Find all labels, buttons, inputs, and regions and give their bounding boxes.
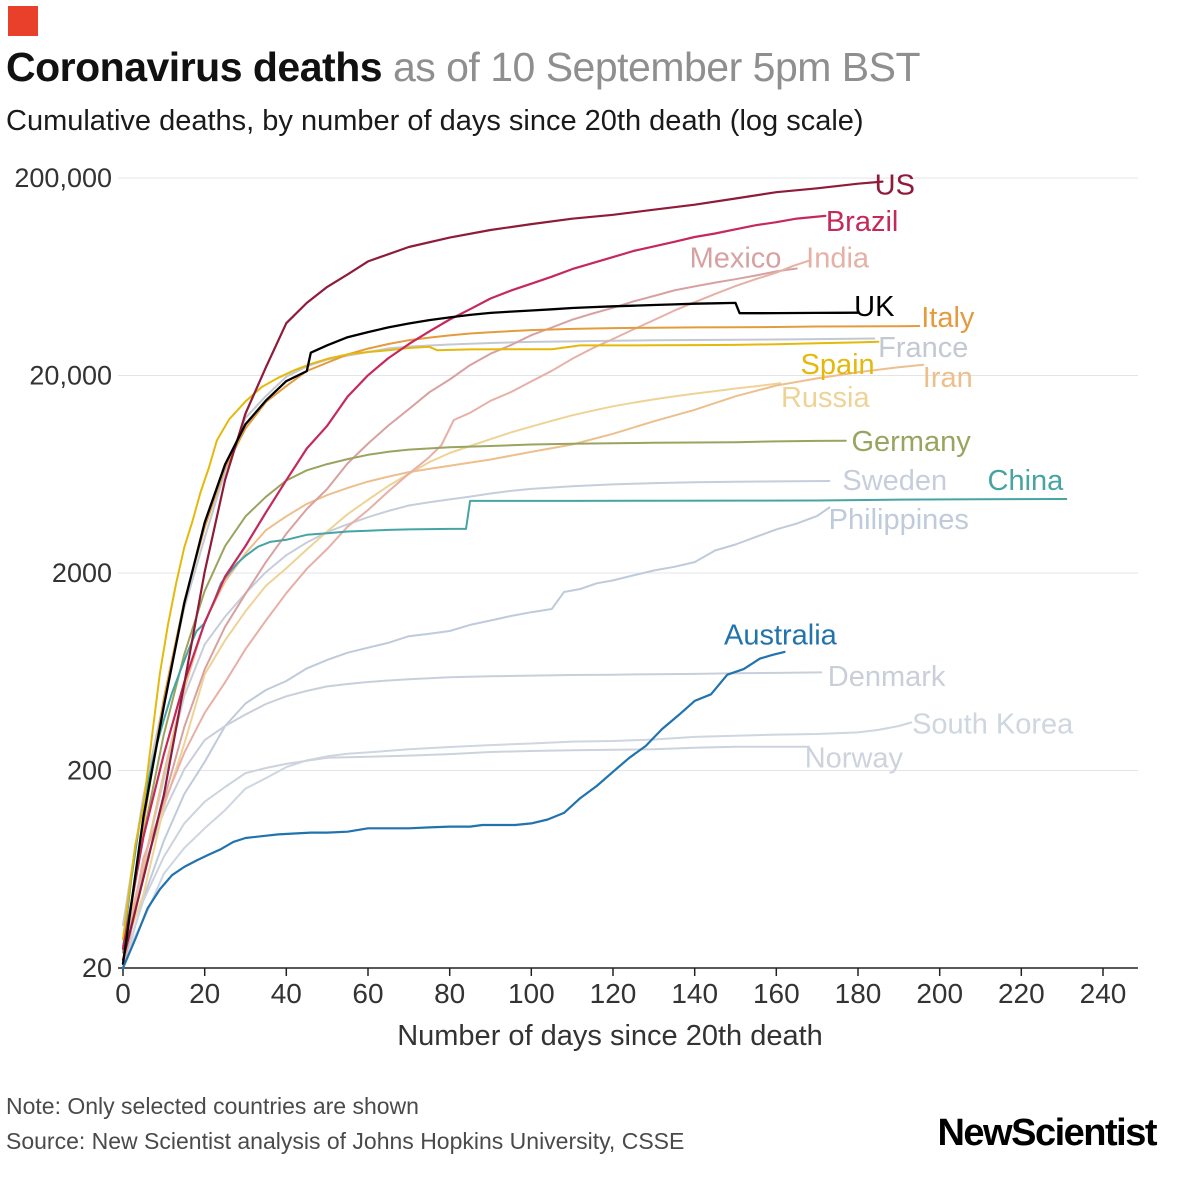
x-tick-label: 200 xyxy=(916,978,963,1009)
x-tick-label: 20 xyxy=(189,978,220,1009)
newscientist-logo: NewScientist xyxy=(937,1112,1157,1154)
title-date: as of 10 September 5pm BST xyxy=(382,44,921,90)
series-line-mexico xyxy=(122,267,798,969)
series-label-mexico: Mexico xyxy=(690,243,782,275)
y-tick-label: 200 xyxy=(67,756,112,786)
series-label-france: France xyxy=(878,332,968,364)
series-label-brazil: Brazil xyxy=(826,206,899,238)
series-line-denmark xyxy=(122,671,823,954)
series-label-australia: Australia xyxy=(724,620,838,652)
y-tick-label: 20,000 xyxy=(29,361,112,391)
y-tick-label: 20 xyxy=(82,953,112,983)
series-line-brazil xyxy=(121,214,827,951)
chart-subtitle: Cumulative deaths, by number of days sin… xyxy=(6,105,864,137)
x-tick-label: 140 xyxy=(671,978,718,1009)
series-line-india xyxy=(122,259,810,969)
series-label-denmark: Denmark xyxy=(828,661,946,693)
series-line-norway xyxy=(122,745,810,965)
footnote: Note: Only selected countries are shown xyxy=(6,1093,419,1119)
source-line: Source: New Scientist analysis of Johns … xyxy=(6,1128,685,1154)
x-tick-label: 40 xyxy=(271,978,302,1009)
x-axis-title: Number of days since 20th death xyxy=(397,1020,823,1052)
series-label-iran: Iran xyxy=(923,362,973,394)
series-label-italy: Italy xyxy=(921,302,975,334)
x-tick-label: 0 xyxy=(115,978,131,1009)
series-label-india: India xyxy=(806,243,870,275)
x-tick-label: 80 xyxy=(434,978,465,1009)
brand-red-square xyxy=(8,6,38,36)
series-line-us xyxy=(121,180,884,961)
series-line-germany xyxy=(122,439,847,954)
y-tick-label: 200,000 xyxy=(14,163,112,193)
series-line-china xyxy=(122,498,1068,950)
series-line-australia xyxy=(121,650,786,970)
series-label-russia: Russia xyxy=(781,382,871,414)
series-line-france xyxy=(122,337,876,926)
series-label-south-korea: South Korea xyxy=(912,709,1074,741)
series-line-south-korea xyxy=(122,721,913,961)
series-label-uk: UK xyxy=(854,291,895,323)
y-tick-label: 2000 xyxy=(52,558,112,588)
series-line-russia xyxy=(122,382,782,954)
series-label-sweden: Sweden xyxy=(842,465,947,497)
x-tick-label: 100 xyxy=(508,978,555,1009)
series-label-china: China xyxy=(988,465,1065,497)
series-label-germany: Germany xyxy=(851,426,971,458)
series-label-us: US xyxy=(875,170,915,202)
x-tick-label: 180 xyxy=(835,978,882,1009)
series-line-iran xyxy=(122,363,925,947)
x-tick-label: 120 xyxy=(590,978,637,1009)
x-tick-label: 60 xyxy=(352,978,383,1009)
series-line-sweden xyxy=(122,480,831,969)
title-main: Coronavirus deaths xyxy=(6,44,383,90)
series-label-norway: Norway xyxy=(805,742,904,774)
page-title: Coronavirus deaths as of 10 September 5p… xyxy=(6,44,921,91)
x-tick-label: 160 xyxy=(753,978,800,1009)
series-line-uk xyxy=(121,301,860,965)
series-label-philippines: Philippines xyxy=(829,504,969,536)
x-tick-label: 240 xyxy=(1080,978,1127,1009)
series-label-spain: Spain xyxy=(801,349,875,381)
x-tick-label: 220 xyxy=(998,978,1045,1009)
series-line-philippines xyxy=(122,506,831,969)
series-line-spain xyxy=(122,340,880,941)
